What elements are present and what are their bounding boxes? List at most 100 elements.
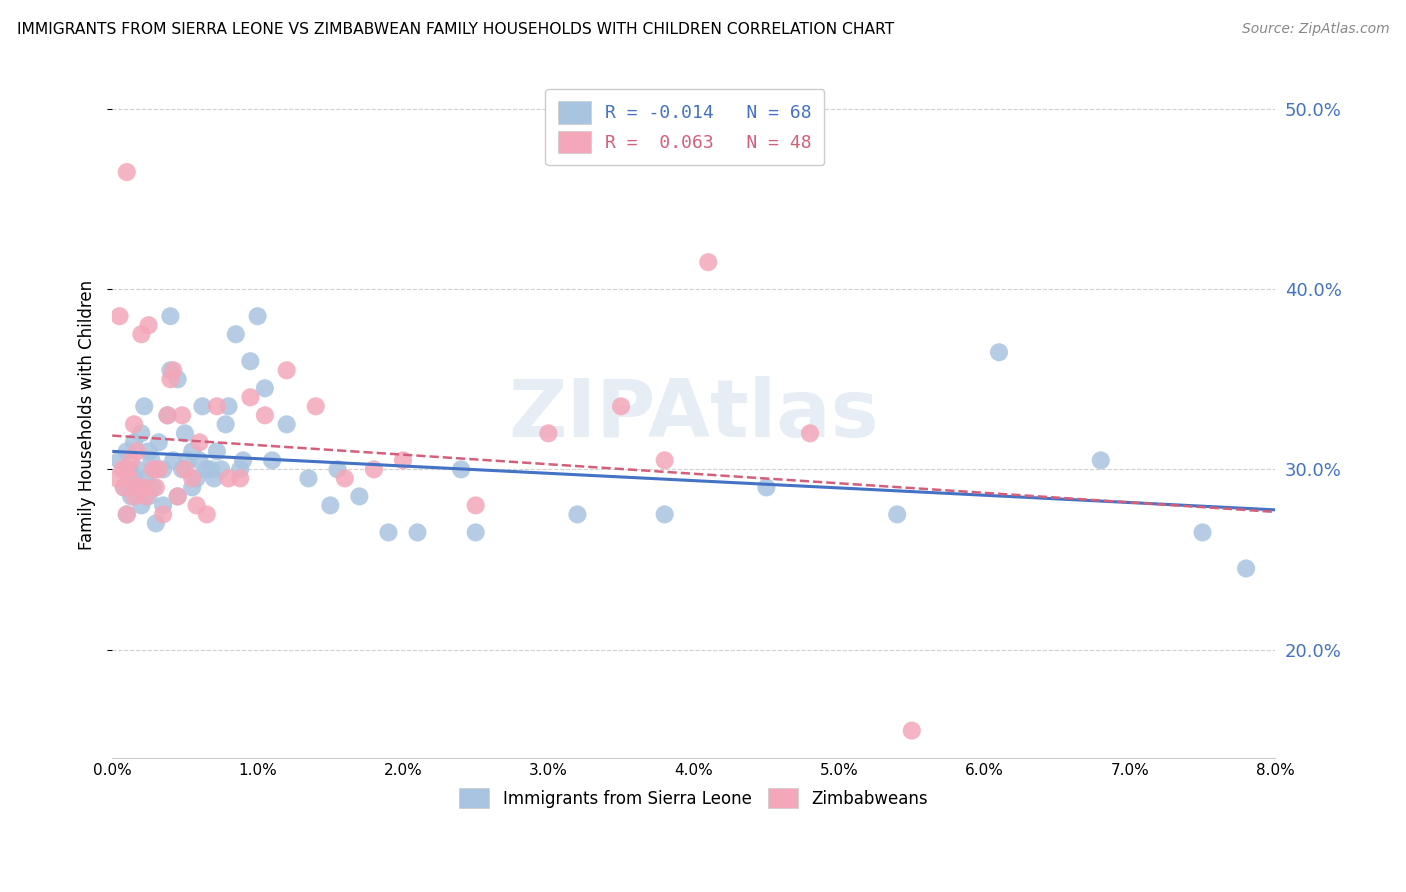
Point: [253, 409, 276, 423]
Point: [166, 489, 188, 503]
Y-axis label: Family Households with Children: Family Households with Children: [79, 280, 96, 550]
Point: [229, 471, 252, 485]
Point: [377, 525, 399, 540]
Point: [125, 444, 148, 458]
Point: [134, 480, 156, 494]
Point: [181, 471, 204, 485]
Point: [145, 516, 167, 531]
Point: [567, 508, 589, 522]
Point: [181, 444, 204, 458]
Point: [122, 471, 145, 485]
Point: [319, 499, 342, 513]
Point: [122, 417, 145, 432]
Point: [191, 399, 214, 413]
Point: [333, 471, 356, 485]
Point: [450, 462, 472, 476]
Text: ZIPAtlas: ZIPAtlas: [509, 376, 879, 454]
Point: [156, 409, 179, 423]
Point: [112, 480, 135, 494]
Point: [152, 499, 174, 513]
Point: [159, 372, 181, 386]
Point: [170, 409, 193, 423]
Point: [232, 453, 254, 467]
Point: [363, 462, 385, 476]
Point: [988, 345, 1011, 359]
Point: [135, 489, 157, 503]
Point: [174, 426, 197, 441]
Text: IMMIGRANTS FROM SIERRA LEONE VS ZIMBABWEAN FAMILY HOUSEHOLDS WITH CHILDREN CORRE: IMMIGRANTS FROM SIERRA LEONE VS ZIMBABWE…: [17, 22, 894, 37]
Point: [654, 508, 676, 522]
Point: [159, 363, 181, 377]
Point: [326, 462, 349, 476]
Legend: Immigrants from Sierra Leone, Zimbabweans: Immigrants from Sierra Leone, Zimbabwean…: [453, 781, 935, 814]
Point: [115, 508, 138, 522]
Point: [537, 426, 560, 441]
Point: [141, 453, 163, 467]
Point: [159, 310, 181, 324]
Point: [162, 453, 184, 467]
Point: [142, 462, 165, 476]
Point: [138, 318, 160, 333]
Point: [135, 471, 157, 485]
Point: [209, 462, 232, 476]
Point: [1090, 453, 1112, 467]
Point: [174, 462, 197, 476]
Point: [1191, 525, 1213, 540]
Point: [125, 462, 148, 476]
Point: [152, 462, 174, 476]
Point: [218, 471, 240, 485]
Point: [166, 489, 188, 503]
Point: [162, 363, 184, 377]
Point: [181, 480, 204, 494]
Point: [900, 723, 922, 738]
Point: [118, 462, 141, 476]
Point: [148, 462, 170, 476]
Point: [131, 327, 153, 342]
Point: [239, 354, 262, 368]
Point: [131, 499, 153, 513]
Point: [225, 327, 247, 342]
Point: [120, 489, 142, 503]
Point: [115, 462, 138, 476]
Point: [115, 165, 138, 179]
Point: [152, 508, 174, 522]
Point: [392, 453, 415, 467]
Point: [188, 453, 211, 467]
Point: [349, 489, 371, 503]
Point: [188, 435, 211, 450]
Point: [214, 417, 236, 432]
Point: [262, 453, 284, 467]
Point: [166, 372, 188, 386]
Point: [156, 409, 179, 423]
Point: [127, 480, 149, 494]
Point: [253, 381, 276, 395]
Point: [799, 426, 821, 441]
Point: [229, 462, 252, 476]
Point: [118, 471, 141, 485]
Point: [464, 525, 486, 540]
Point: [218, 399, 240, 413]
Point: [305, 399, 328, 413]
Point: [120, 453, 142, 467]
Point: [1234, 561, 1257, 575]
Point: [112, 480, 135, 494]
Point: [886, 508, 908, 522]
Point: [195, 508, 218, 522]
Point: [138, 489, 160, 503]
Point: [177, 453, 200, 467]
Point: [122, 435, 145, 450]
Point: [610, 399, 633, 413]
Point: [111, 462, 134, 476]
Point: [148, 435, 170, 450]
Point: [170, 462, 193, 476]
Point: [246, 310, 269, 324]
Point: [145, 480, 167, 494]
Point: [297, 471, 319, 485]
Point: [105, 471, 128, 485]
Point: [115, 508, 138, 522]
Point: [108, 453, 131, 467]
Point: [239, 390, 262, 404]
Point: [145, 462, 167, 476]
Point: [195, 462, 218, 476]
Point: [697, 255, 720, 269]
